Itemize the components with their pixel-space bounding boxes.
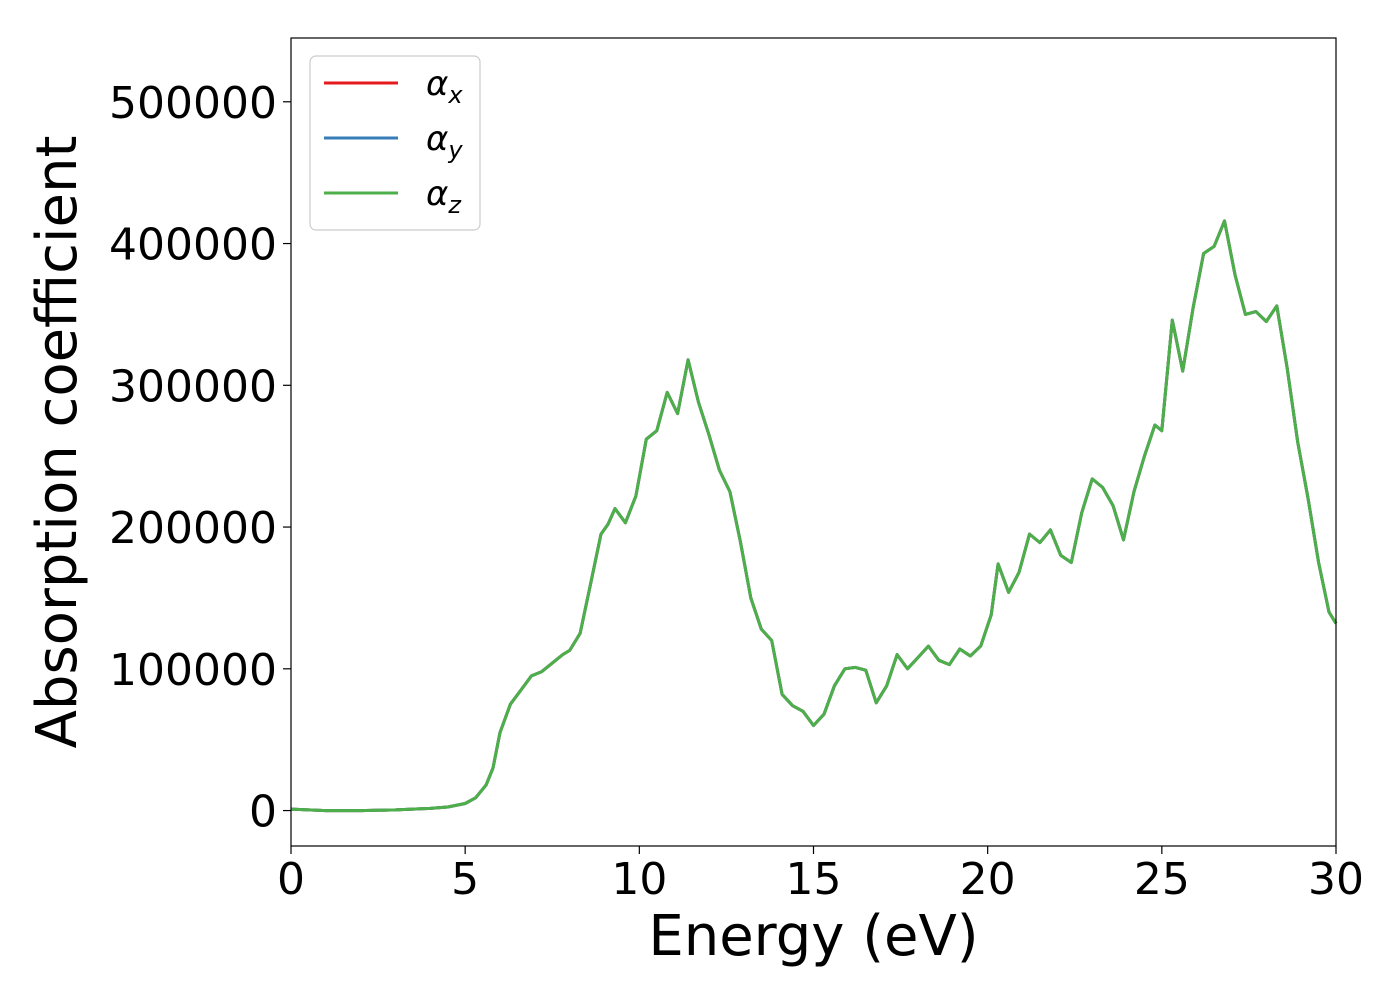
series-layer	[290, 219, 1338, 813]
x-tick-label: 0	[277, 854, 305, 905]
x-axis-title: Energy (eV)	[648, 904, 978, 969]
y-tick-label: 400000	[109, 220, 277, 271]
legend-label: αx	[426, 64, 463, 109]
legend-subscript: y	[447, 136, 463, 164]
y-tick-label: 100000	[109, 645, 277, 696]
y-tick-label: 200000	[109, 503, 277, 554]
y-tick-label: 0	[249, 787, 277, 838]
legend-subscript: x	[447, 81, 463, 109]
y-axis: 0 100000 200000 300000 400000 500000	[109, 78, 291, 838]
x-axis: 0 5 10 15 20 25 30	[277, 846, 1364, 905]
y-tick-label: 500000	[109, 78, 277, 129]
x-tick-label: 20	[960, 854, 1016, 905]
x-tick-label: 30	[1308, 854, 1364, 905]
x-tick-label: 5	[451, 854, 479, 905]
series-line-3	[290, 219, 1338, 813]
y-axis-title: Absorption coefficient	[25, 136, 90, 749]
y-tick-label: 300000	[109, 361, 277, 412]
legend-subscript: z	[447, 191, 462, 219]
x-tick-label: 15	[786, 854, 842, 905]
x-tick-label: 25	[1134, 854, 1190, 905]
x-tick-label: 10	[611, 854, 667, 905]
legend-box	[309, 55, 481, 231]
